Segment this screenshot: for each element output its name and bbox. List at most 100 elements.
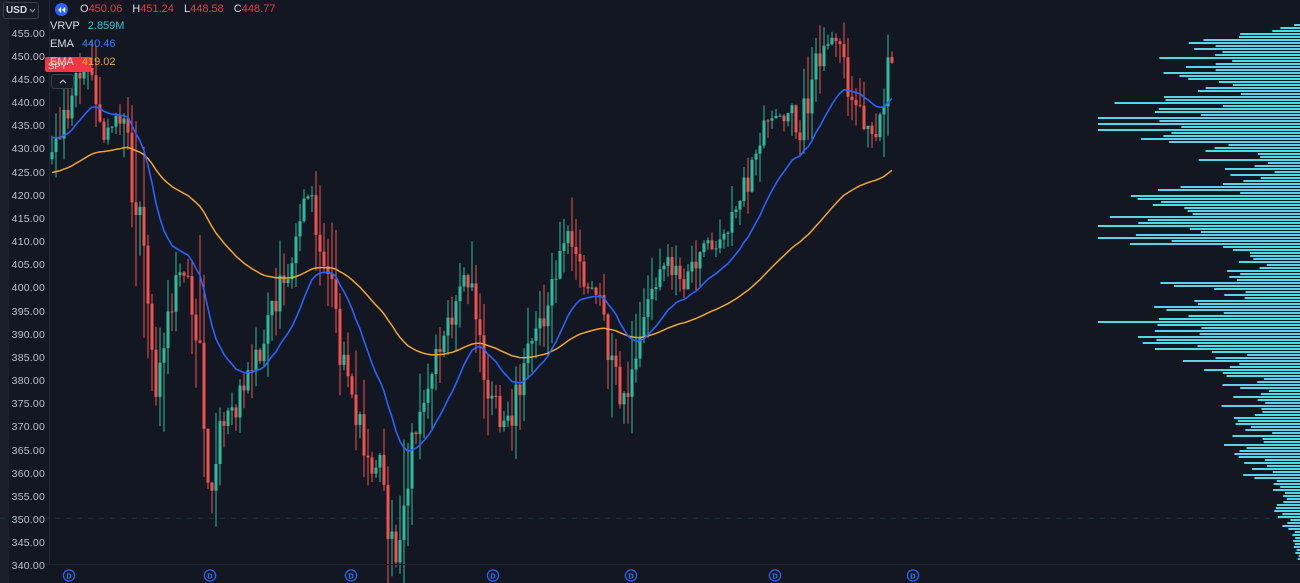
candle-down [318,234,322,252]
candle-down [198,340,202,343]
candle-down [206,428,210,483]
candle-wick [655,277,657,301]
dividend-marker[interactable]: D [624,569,638,582]
candle-up [802,98,806,141]
high-label: H [132,3,141,15]
candle-down [186,275,190,277]
candle-down [258,349,262,362]
candle-up [534,328,538,341]
high-value: 451.24 [140,3,174,15]
price-axis-label: 420.00 [11,189,45,202]
indicator-row-ema-fast[interactable]: EMA 440.46 [50,38,116,50]
candle-up [822,45,826,67]
currency-dropdown-button[interactable]: USD [3,2,39,19]
dividend-marker[interactable]: D [62,569,76,582]
candle-up [538,318,542,329]
candle-up [814,53,818,80]
candle-up [110,126,114,128]
candle-down [474,283,478,320]
candle-up [830,37,834,45]
candle-down [682,279,686,290]
candle-down [578,254,582,262]
candle-down [354,394,358,425]
candle-up [442,335,446,353]
candle-up [502,420,506,428]
candle-wick [859,78,861,108]
candle-up [522,363,526,396]
candle-wick [51,135,53,165]
candle-down [834,37,838,42]
dividend-marker-letter: D [348,572,354,581]
candle-up [270,300,274,316]
candle-wick [531,337,533,373]
candle-down [518,384,522,396]
candle-up [726,232,730,234]
candle-wick [791,103,793,136]
candle-wick [883,88,885,158]
candle-wick [543,284,545,347]
price-axis-label: 345.00 [11,537,45,550]
candle-up [422,402,426,412]
candle-up [286,279,290,284]
candle-up [770,118,774,121]
candle-wick [643,288,645,344]
candle-up [550,279,554,306]
candle-wick [111,126,113,133]
candle-up [774,116,778,119]
candle-down [134,202,138,216]
price-axis-label: 395.00 [11,305,45,318]
candle-wick [223,412,225,448]
candle-up [590,287,594,289]
dividend-marker[interactable]: D [906,569,920,582]
indicator-row-vrvp[interactable]: VRVP 2.859M [50,20,124,32]
candle-down [142,206,146,246]
candle-up [106,127,110,140]
candle-up [762,120,766,146]
legend-collapse-button[interactable] [51,74,74,89]
candle-down [274,300,278,312]
candle-wick [527,307,529,380]
indicator-row-ema-slow[interactable]: EMA 419.02 [50,56,116,68]
dividend-marker[interactable]: D [203,569,217,582]
candle-wick [651,257,653,321]
candle-up [530,340,534,344]
replay-rewind-button[interactable] [55,3,68,16]
candle-down [350,376,354,395]
candle-up [886,57,890,107]
candle-up [290,263,294,280]
candle-up [426,388,430,403]
price-axis[interactable]: 455.00 450.00 445.00 440.00 435.00 430.00 425.… [0,0,50,573]
low-label: L [183,3,191,15]
candle-up [754,153,758,160]
dividend-marker[interactable]: D [486,569,500,582]
price-axis-border [49,0,50,565]
dividend-marker[interactable]: D [768,569,782,582]
ema-fast-value: 440.46 [81,38,116,50]
candle-down [346,354,350,377]
candle-up [662,265,666,270]
candle-down [326,266,330,275]
candle-wick [807,56,809,141]
candle-up [642,316,646,339]
open-label: O [80,3,89,15]
candle-up [634,358,638,370]
candle-down [170,311,174,313]
candle-wick [195,298,197,388]
candle-down [890,56,894,63]
time-axis[interactable] [0,565,1300,583]
candle-wick [139,201,141,256]
candle-wick [67,83,69,129]
candle-up [698,252,702,269]
candle-up [214,464,218,491]
candle-up [506,415,510,421]
price-axis-label: 385.00 [11,351,45,364]
candle-down [118,116,122,124]
symbol-price-badge: SPY [45,57,91,72]
candle-up [294,236,298,264]
candle-up [622,393,626,405]
dividend-marker[interactable]: D [344,569,358,582]
candle-down [414,432,418,435]
candle-down [94,75,98,105]
candle-up [74,72,78,96]
